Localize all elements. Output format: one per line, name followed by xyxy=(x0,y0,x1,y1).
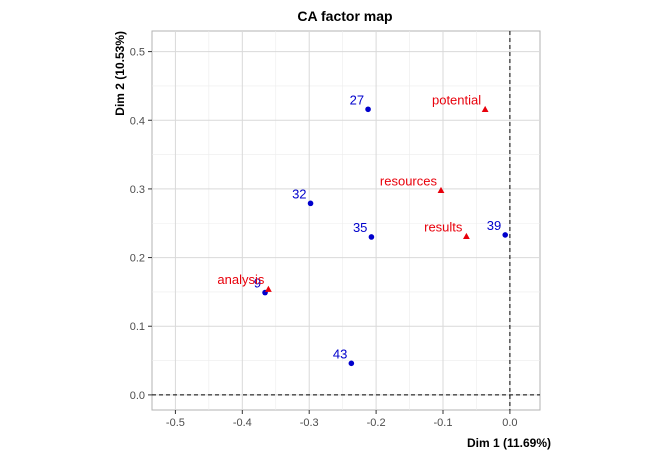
plot-border xyxy=(151,30,541,411)
data-points: 27 32 35 39 9 43 potential resources results anal… xyxy=(217,92,509,367)
x-tick-label: -0.3 xyxy=(300,417,319,429)
x-tick-label: 0.0 xyxy=(502,417,517,429)
point-marker xyxy=(437,186,445,194)
point-marker xyxy=(368,234,375,240)
y-tick-label: 0.5 xyxy=(130,47,145,59)
point-marker xyxy=(307,200,314,207)
point-label: results xyxy=(424,219,463,234)
point-label: 9 xyxy=(254,276,261,291)
point-label: 27 xyxy=(350,92,364,107)
x-tick-label: -0.4 xyxy=(233,417,252,429)
point-label: resources xyxy=(380,173,438,188)
point-label: 43 xyxy=(333,346,347,361)
point-label: analysis xyxy=(217,272,264,287)
chart-title: CA factor map xyxy=(297,8,392,24)
y-tick-label: 0.0 xyxy=(130,390,145,402)
x-axis-ticks: -0.5 -0.4 -0.3 -0.2 -0.1 0.0 xyxy=(166,410,518,429)
point-label: 35 xyxy=(353,220,367,235)
point-label: potential xyxy=(432,92,481,107)
y-axis-ticks: 0.0 0.1 0.2 0.3 0.4 0.5 xyxy=(130,47,152,402)
x-tick-label: -0.1 xyxy=(434,417,453,429)
point-marker xyxy=(265,285,272,292)
x-tick-label: -0.2 xyxy=(367,417,386,429)
plot-panel xyxy=(151,30,541,411)
x-tick-label: -0.5 xyxy=(166,417,185,429)
y-axis-title: Dim 2 (10.53%) xyxy=(113,31,127,116)
point-marker xyxy=(481,105,489,112)
point-marker xyxy=(463,232,470,240)
point-label: 32 xyxy=(292,186,306,201)
point-label: 39 xyxy=(487,218,501,233)
y-tick-label: 0.2 xyxy=(130,253,145,265)
point-marker xyxy=(502,232,509,238)
point-marker xyxy=(348,360,355,367)
y-tick-label: 0.1 xyxy=(130,321,145,333)
point-marker xyxy=(365,106,371,113)
y-tick-label: 0.3 xyxy=(130,184,145,196)
grid-lines xyxy=(152,31,540,410)
reference-lines xyxy=(152,31,540,410)
y-tick-label: 0.4 xyxy=(130,115,145,127)
x-axis-title: Dim 1 (11.69%) xyxy=(467,436,551,450)
